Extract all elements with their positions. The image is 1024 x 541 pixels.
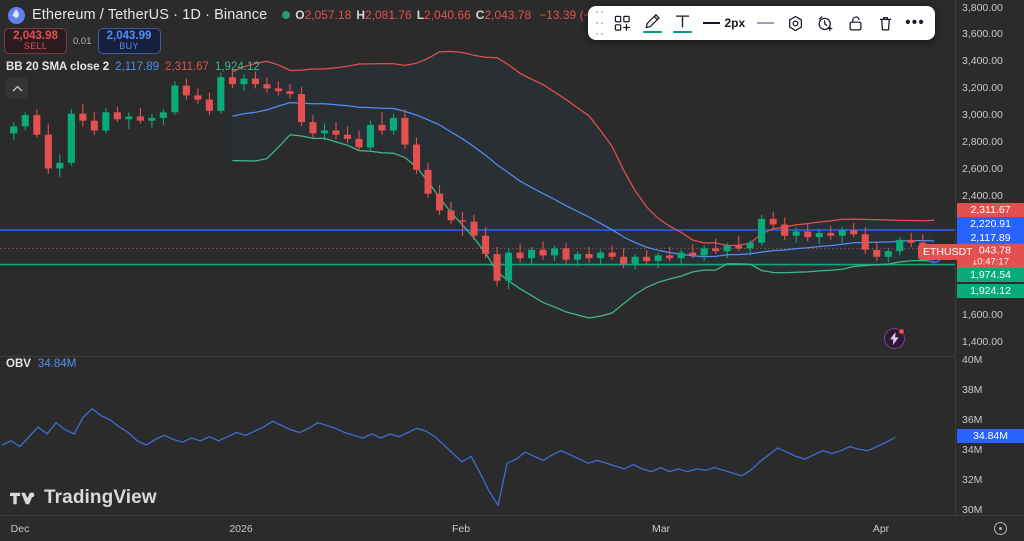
clock-settings-icon[interactable] xyxy=(994,522,1007,535)
obv-line xyxy=(1,407,896,507)
chevron-up-icon[interactable] xyxy=(6,78,28,98)
time-tick: Mar xyxy=(651,523,671,535)
buy-label: BUY xyxy=(119,41,139,52)
notification-dot xyxy=(898,328,905,335)
obv-tick: 40M xyxy=(962,354,983,366)
bb-basis-badge[interactable]: 2,117.89 xyxy=(957,231,1024,245)
resistance-badge[interactable]: 2,220.91 xyxy=(957,217,1024,231)
price-chart-pane[interactable] xyxy=(0,0,955,355)
time-tick: Dec xyxy=(10,523,30,535)
bb-lower-value: 1,924.12 xyxy=(214,61,260,73)
trade-buttons: 2,043.98 SELL 0.01 2,043.99 BUY xyxy=(4,28,161,54)
obv-value: 34.84M xyxy=(37,358,77,370)
obv-value-badge[interactable]: 34.84M xyxy=(957,429,1024,443)
alert-clock-icon[interactable] xyxy=(811,8,839,38)
drag-handle-icon[interactable] xyxy=(592,8,607,38)
price-tick: 3,800.00 xyxy=(962,2,1003,14)
price-tick: 3,200.00 xyxy=(962,82,1003,94)
buy-button[interactable]: 2,043.99 BUY xyxy=(97,28,161,54)
bollinger-bands-legend[interactable]: BB 20 SMA close 2 2,117.89 2,311.67 1,92… xyxy=(6,61,260,73)
lock-open-icon[interactable] xyxy=(841,8,869,38)
obv-tick: 34M xyxy=(962,444,983,456)
price-tick: 1,600.00 xyxy=(962,309,1003,321)
bb-fill xyxy=(232,51,935,319)
bb-upper-line xyxy=(232,50,935,247)
price-axis[interactable]: 3,800.00 3,600.00 3,400.00 3,200.00 3,000.00… xyxy=(955,0,1024,516)
symbol-price-tag: ETHUSDT xyxy=(918,244,978,260)
price-tick: 2,600.00 xyxy=(962,163,1003,175)
bb-lower-line xyxy=(232,134,935,319)
obv-legend[interactable]: OBV 34.84M xyxy=(6,358,76,370)
sell-button[interactable]: 2,043.98 SELL xyxy=(4,28,67,54)
bb-lower-badge[interactable]: 1,924.12 xyxy=(957,284,1024,298)
time-tick: Feb xyxy=(451,523,471,535)
bb-upper-value: 2,311.67 xyxy=(165,61,209,73)
bb-basis-line xyxy=(232,101,935,258)
obv-indicator-pane[interactable] xyxy=(0,356,955,515)
spread-value: 0.01 xyxy=(73,35,92,47)
sell-label: SELL xyxy=(23,41,48,52)
obv-name: OBV xyxy=(6,358,31,370)
price-tick: 3,000.00 xyxy=(962,109,1003,121)
bb-name: BB 20 SMA close 2 xyxy=(6,61,110,73)
time-axis[interactable]: Dec 2026 Feb Mar Apr xyxy=(0,515,1024,541)
obv-tick: 32M xyxy=(962,474,983,486)
price-tick: 2,400.00 xyxy=(962,190,1003,202)
bb-basis-value: 2,117.89 xyxy=(115,61,160,73)
settings-icon[interactable] xyxy=(781,8,809,38)
obv-tick: 38M xyxy=(962,384,983,396)
more-dots: ••• xyxy=(905,14,926,31)
obv-tick: 30M xyxy=(962,504,983,516)
text-icon[interactable] xyxy=(669,8,697,38)
price-tick: 2,800.00 xyxy=(962,136,1003,148)
support-badge[interactable]: 1,974.54 xyxy=(957,268,1024,282)
pencil-icon[interactable] xyxy=(639,8,667,38)
templates-icon[interactable] xyxy=(609,8,637,38)
price-tick: 3,600.00 xyxy=(962,28,1003,40)
line-width-button[interactable]: 2px xyxy=(699,8,750,38)
line-color-icon[interactable] xyxy=(751,8,779,38)
bb-upper-badge[interactable]: 2,311.67 xyxy=(957,203,1024,217)
sell-price: 2,043.98 xyxy=(13,29,58,42)
price-tick: 1,400.00 xyxy=(962,336,1003,348)
lightning-bolt-icon[interactable] xyxy=(884,328,905,349)
time-tick: Apr xyxy=(872,523,890,535)
last-price-time: 10:47:17 xyxy=(972,257,1009,269)
drawing-toolbar[interactable]: 2px xyxy=(588,6,936,40)
price-tick: 3,400.00 xyxy=(962,55,1003,67)
buy-price: 2,043.99 xyxy=(106,29,152,42)
time-tick: 2026 xyxy=(229,523,253,535)
line-width-label: 2px xyxy=(724,16,746,30)
trash-icon[interactable] xyxy=(871,8,899,38)
more-options-icon[interactable]: ••• xyxy=(901,8,929,38)
obv-tick: 36M xyxy=(962,414,983,426)
